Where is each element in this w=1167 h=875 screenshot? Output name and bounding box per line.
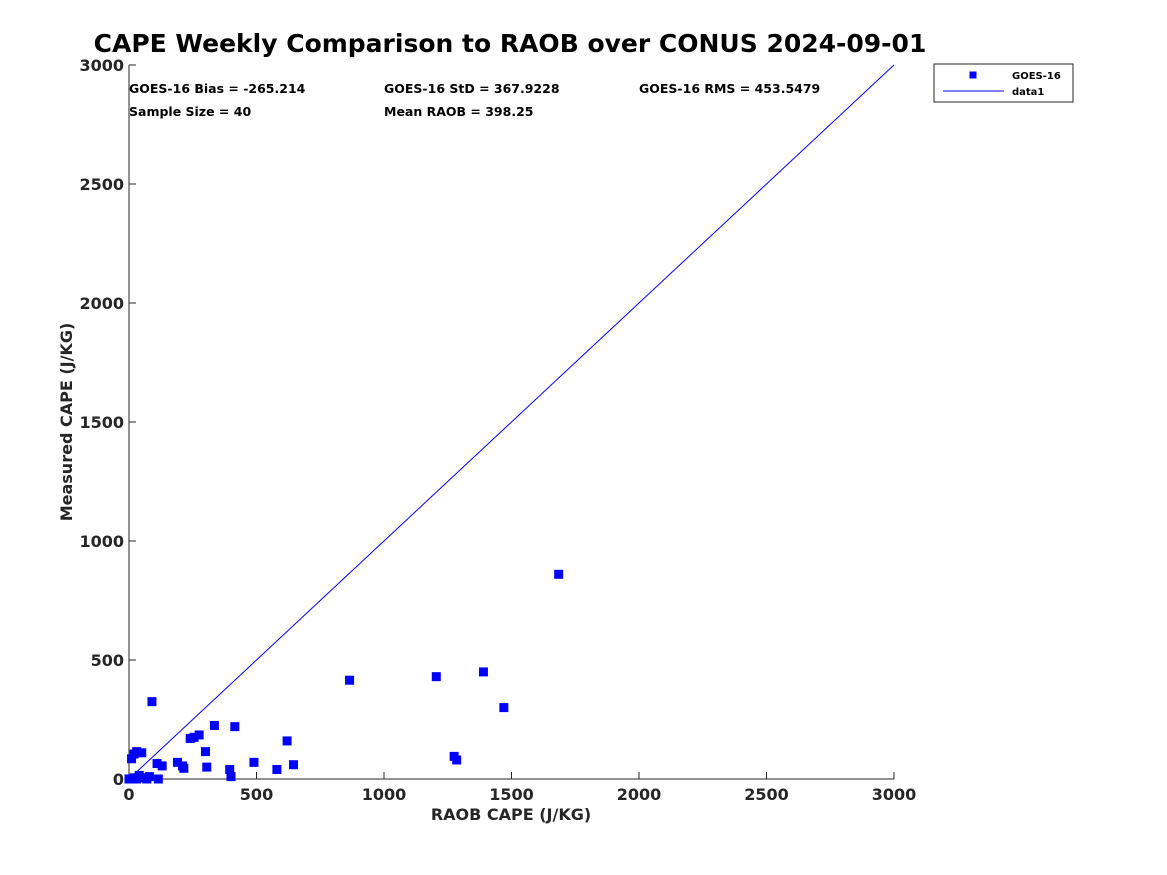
stat-bias: GOES-16 Bias = -265.214 <box>129 81 306 96</box>
data-point <box>499 703 509 713</box>
stat-mean-raob: Mean RAOB = 398.25 <box>384 104 533 119</box>
chart-title: CAPE Weekly Comparison to RAOB over CONU… <box>94 29 927 58</box>
data-point <box>230 722 240 732</box>
legend-box <box>933 63 1074 103</box>
x-tick-label: 2500 <box>744 785 789 804</box>
data-point <box>209 720 219 730</box>
legend-label-goes16: GOES-16 <box>1012 71 1061 82</box>
data-point <box>157 761 167 771</box>
data-point <box>125 774 135 784</box>
data-point <box>249 757 259 767</box>
data-point <box>202 762 212 772</box>
data-point <box>431 672 441 682</box>
legend-label-data1: data1 <box>1012 87 1044 98</box>
stat-std: GOES-16 StD = 367.9228 <box>384 81 560 96</box>
data-point <box>225 764 235 774</box>
x-tick-label: 500 <box>240 785 273 804</box>
data-point <box>134 770 144 780</box>
data-point <box>452 755 462 765</box>
x-tick-label: 0 <box>123 785 134 804</box>
data-point <box>272 764 282 774</box>
data-point <box>554 569 564 579</box>
y-tick-label: 1500 <box>79 413 124 432</box>
y-tick-label: 3000 <box>79 56 124 75</box>
data-point <box>142 774 152 784</box>
legend: GOES-16 data1 <box>933 63 1074 103</box>
data-point <box>137 748 147 758</box>
plot-area <box>124 64 895 784</box>
y-tick-label: 1000 <box>79 532 124 551</box>
series-line-data1 <box>128 64 895 780</box>
y-ticks: 0 500 1000 1500 2000 2500 3000 <box>79 56 136 789</box>
data-point <box>345 675 355 685</box>
data-point <box>172 757 182 767</box>
data-point <box>478 667 488 677</box>
y-tick-label: 0 <box>113 770 124 789</box>
data-point <box>194 730 204 740</box>
y-tick-label: 2500 <box>79 175 124 194</box>
data-point <box>147 697 157 707</box>
data-point <box>282 736 292 746</box>
data-point <box>288 760 298 770</box>
stat-sample-size: Sample Size = 40 <box>129 104 251 119</box>
data-point <box>132 747 142 757</box>
y-axis-label: Measured CAPE (J/KG) <box>57 323 76 522</box>
data-point <box>127 754 137 764</box>
x-tick-label: 1000 <box>362 785 407 804</box>
data-point <box>179 763 189 773</box>
x-axis-label: RAOB CAPE (J/KG) <box>431 805 591 824</box>
x-tick-label: 1500 <box>489 785 534 804</box>
data-point <box>152 759 162 769</box>
data-point <box>201 747 210 757</box>
stat-rms: GOES-16 RMS = 453.5479 <box>639 81 820 96</box>
y-tick-label: 2000 <box>79 294 124 313</box>
x-ticks: 0 500 1000 1500 2000 2500 3000 <box>123 772 916 804</box>
x-tick-label: 2000 <box>617 785 662 804</box>
data-point <box>153 774 163 784</box>
data-point <box>189 732 199 742</box>
data-point <box>226 772 236 782</box>
x-tick-label: 3000 <box>872 785 917 804</box>
y-tick-label: 500 <box>91 651 124 670</box>
legend-marker-goes16 <box>969 71 977 79</box>
